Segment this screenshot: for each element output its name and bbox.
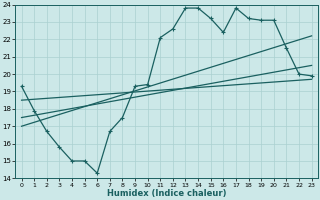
X-axis label: Humidex (Indice chaleur): Humidex (Indice chaleur) bbox=[107, 189, 226, 198]
